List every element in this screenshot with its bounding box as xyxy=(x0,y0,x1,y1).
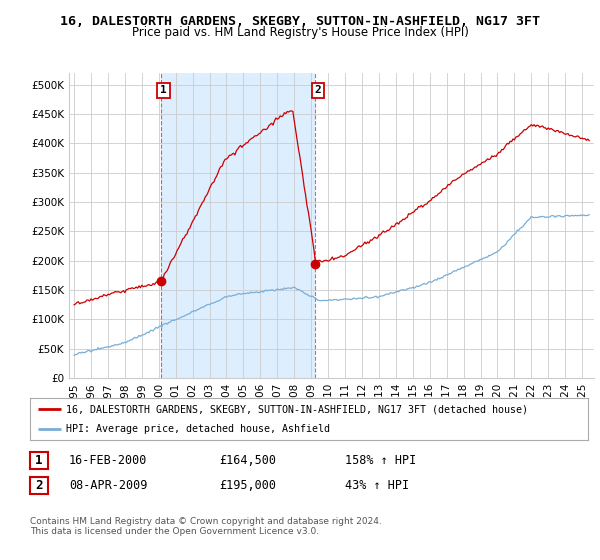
Text: 08-APR-2009: 08-APR-2009 xyxy=(69,479,148,492)
Text: 43% ↑ HPI: 43% ↑ HPI xyxy=(345,479,409,492)
Text: HPI: Average price, detached house, Ashfield: HPI: Average price, detached house, Ashf… xyxy=(66,424,330,434)
Text: Price paid vs. HM Land Registry's House Price Index (HPI): Price paid vs. HM Land Registry's House … xyxy=(131,26,469,39)
Text: 16-FEB-2000: 16-FEB-2000 xyxy=(69,454,148,467)
Text: 16, DALESTORTH GARDENS, SKEGBY, SUTTON-IN-ASHFIELD, NG17 3FT: 16, DALESTORTH GARDENS, SKEGBY, SUTTON-I… xyxy=(60,15,540,28)
Bar xyxy=(161,73,316,378)
Text: £164,500: £164,500 xyxy=(219,454,276,467)
Text: 158% ↑ HPI: 158% ↑ HPI xyxy=(345,454,416,467)
Text: 2: 2 xyxy=(314,86,322,95)
Text: £195,000: £195,000 xyxy=(219,479,276,492)
Text: 2: 2 xyxy=(35,479,43,492)
Text: Contains HM Land Registry data © Crown copyright and database right 2024.
This d: Contains HM Land Registry data © Crown c… xyxy=(30,517,382,536)
Text: 1: 1 xyxy=(35,454,43,467)
Text: 16, DALESTORTH GARDENS, SKEGBY, SUTTON-IN-ASHFIELD, NG17 3FT (detached house): 16, DALESTORTH GARDENS, SKEGBY, SUTTON-I… xyxy=(66,404,528,414)
Text: 1: 1 xyxy=(160,86,167,95)
